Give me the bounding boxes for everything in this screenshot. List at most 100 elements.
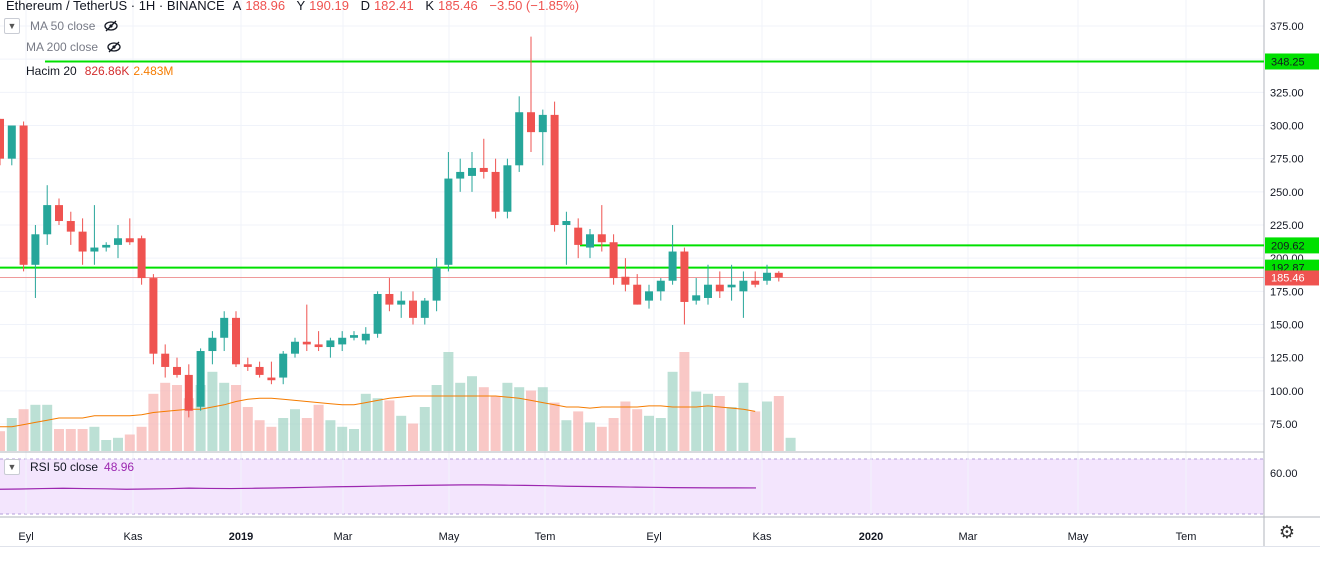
- candle-body: [727, 284, 736, 288]
- candle-body: [314, 344, 323, 348]
- candle-body: [302, 341, 311, 345]
- high-value: 190.19: [309, 0, 349, 13]
- candle-body: [538, 114, 547, 133]
- candle-body: [586, 234, 594, 248]
- volume-bar: [431, 385, 442, 451]
- price-tick-label: 175.00: [1270, 286, 1304, 298]
- volume-bar: [596, 426, 607, 451]
- volume-legend[interactable]: Hacim 20 826.86K 2.483M: [26, 64, 173, 78]
- candle-body: [680, 251, 689, 302]
- volume-label: Hacim 20: [26, 64, 77, 78]
- candle-body: [55, 205, 63, 222]
- volume-bar: [419, 407, 430, 451]
- time-tick-label: May: [439, 531, 460, 543]
- rsi-tick-label: 60.00: [1270, 468, 1298, 480]
- candle-body: [19, 125, 28, 265]
- candle-body: [597, 234, 606, 243]
- volume-bar: [89, 426, 100, 451]
- candle-body: [562, 221, 571, 225]
- volume-bar: [30, 404, 41, 451]
- ohlc-values: A 188.96 Y 190.19 D 182.41 K 185.46 −3.50 (−…: [232, 0, 580, 13]
- collapse-chevron-icon[interactable]: ▼: [4, 18, 20, 34]
- candle-body: [0, 118, 4, 159]
- volume-bar: [301, 418, 312, 451]
- volume-bar: [773, 396, 784, 451]
- candle-body: [692, 295, 701, 301]
- last-price-tag-text: 185.46: [1271, 272, 1305, 284]
- symbol-title[interactable]: Ethereum / TetherUS · 1H · BINANCE: [6, 0, 225, 13]
- volume-bar: [42, 404, 53, 451]
- eye-hidden-icon[interactable]: [103, 20, 119, 32]
- volume-bar: [195, 385, 206, 451]
- candle-body: [527, 112, 535, 133]
- price-tick-label: 325.00: [1270, 87, 1304, 99]
- volume-bar: [549, 402, 560, 451]
- candle-body: [479, 167, 488, 172]
- volume-bar: [124, 434, 135, 451]
- candle-body: [373, 293, 382, 334]
- candle-body: [208, 337, 217, 352]
- price-tick-label: 225.00: [1270, 220, 1304, 232]
- volume-bar: [360, 393, 371, 451]
- rsi-label: RSI 50 close: [30, 460, 99, 474]
- volume-bar: [372, 398, 383, 451]
- candle-body: [220, 317, 229, 338]
- close-value: 185.46: [438, 0, 478, 13]
- volume-bar: [762, 401, 772, 451]
- volume-bar: [490, 396, 501, 451]
- candle-body: [137, 238, 146, 279]
- price-tick-label: 125.00: [1270, 353, 1304, 365]
- volume-bar: [537, 387, 548, 451]
- time-tick-label: Eyl: [646, 531, 661, 543]
- bottom-toolbar[interactable]: [0, 546, 1320, 561]
- volume-bar: [54, 429, 64, 451]
- volume-bar: [561, 420, 572, 451]
- candle-body: [326, 340, 335, 348]
- candle-body: [173, 366, 181, 375]
- time-tick-label: Mar: [334, 531, 353, 543]
- candle-body: [350, 335, 358, 338]
- volume-bar: [77, 429, 88, 451]
- ma200-label: MA 200 close: [26, 40, 99, 54]
- ma200-legend[interactable]: MA 200 close: [26, 40, 122, 54]
- time-tick-label: Tem: [1176, 531, 1197, 543]
- change-value: −3.50 (−1.85%): [489, 0, 580, 13]
- volume-bar: [6, 418, 17, 451]
- candle-body: [763, 272, 771, 281]
- last-price-tag: [1265, 270, 1319, 286]
- collapse-chevron-icon[interactable]: ▼: [4, 459, 20, 475]
- volume-bar: [691, 391, 702, 451]
- candle-body: [503, 165, 512, 212]
- low-value: 182.41: [373, 0, 414, 13]
- candle-body: [255, 366, 264, 375]
- level-price-tag-text: 209.62: [1271, 240, 1305, 252]
- price-tick-label: 375.00: [1270, 21, 1304, 33]
- settings-gear-icon[interactable]: ⚙: [1278, 522, 1296, 542]
- eye-hidden-icon[interactable]: [106, 41, 122, 53]
- time-tick-label: Kas: [753, 531, 772, 543]
- candle-body: [456, 171, 465, 179]
- candle-body: [621, 276, 630, 285]
- volume-bar: [644, 415, 654, 451]
- time-tick-label: 2020: [859, 531, 883, 543]
- volume-bar: [608, 418, 619, 451]
- volume-bar: [266, 426, 277, 451]
- level-price-tag: [1265, 53, 1319, 70]
- volume-bar: [231, 385, 241, 451]
- volume-bar: [219, 382, 230, 451]
- ma50-label: MA 50 close: [30, 19, 96, 33]
- candle-body: [184, 374, 193, 411]
- price-tick-label: 150.00: [1270, 320, 1304, 332]
- candle-body: [279, 353, 288, 378]
- rsi-legend[interactable]: ▼ RSI 50 close 48.96: [4, 459, 134, 475]
- ma50-legend[interactable]: ▼ MA 50 close: [4, 18, 119, 34]
- candle-body: [291, 341, 299, 354]
- time-tick-label: Tem: [535, 531, 556, 543]
- candle-body: [550, 114, 559, 225]
- time-tick-label: May: [1068, 531, 1089, 543]
- candle-body: [491, 171, 500, 212]
- candle-body: [232, 317, 240, 365]
- candle-body: [715, 284, 724, 292]
- volume-bar: [349, 429, 359, 451]
